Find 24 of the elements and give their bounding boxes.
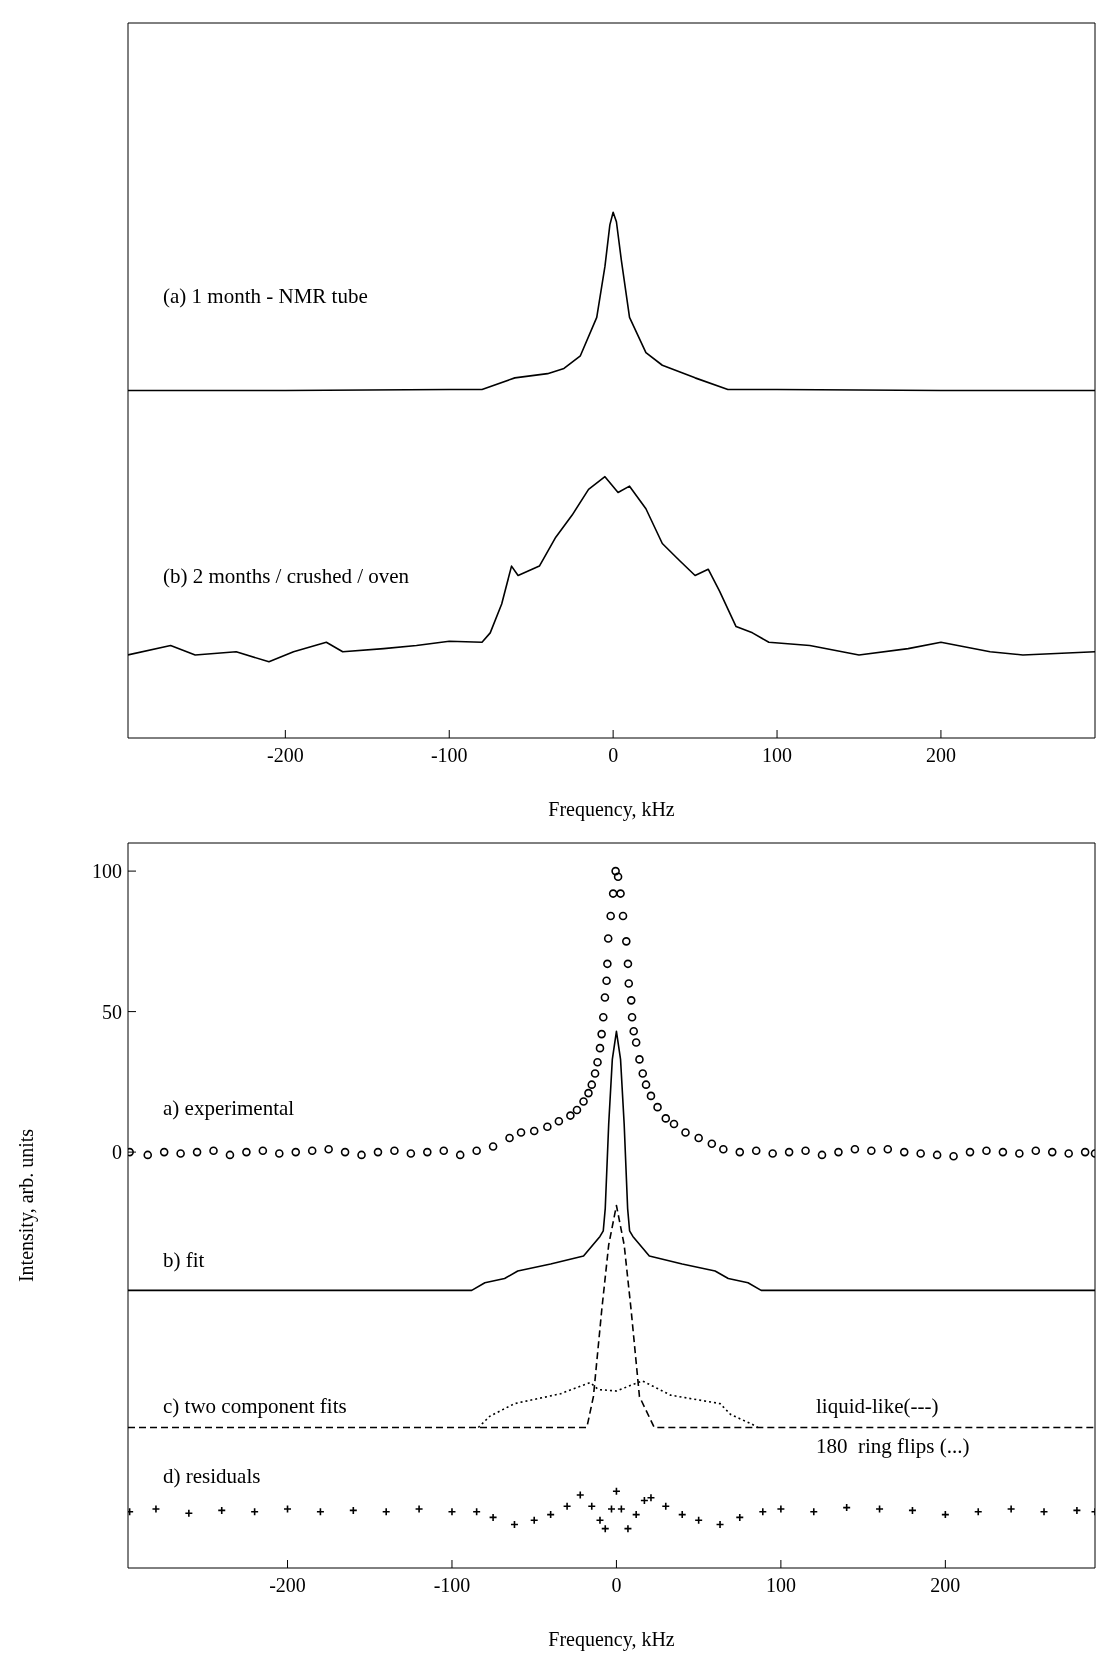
x-tick-label: 200	[925, 744, 956, 767]
y-axis-title: Intensity, arb. units	[15, 1128, 39, 1283]
annotation: (b) 2 months / crushed / oven	[163, 564, 410, 588]
annotation: a) experimental	[163, 1096, 295, 1120]
annotation: (a) 1 month - NMR tube	[163, 284, 368, 308]
y-tick-label: 0	[112, 1141, 122, 1164]
x-axis-title: Frequency, kHz	[548, 798, 675, 821]
annotation: liquid-like(---)	[816, 1394, 939, 1418]
x-tick-label: 100	[762, 744, 793, 767]
x-tick-label: -200	[267, 744, 304, 767]
x-axis-title: Frequency, kHz	[548, 1628, 675, 1651]
y-tick-label: 100	[92, 860, 122, 883]
x-tick-label: 200	[930, 1574, 961, 1597]
x-tick-label: 0	[611, 1574, 622, 1597]
x-tick-label: 0	[608, 744, 619, 767]
annotation: b) fit	[163, 1248, 205, 1272]
y-tick-label: 50	[102, 1000, 122, 1023]
annotation: c) two component fits	[163, 1394, 347, 1418]
annotation: 180 ring flips (...)	[816, 1434, 970, 1458]
x-tick-label: -200	[269, 1574, 306, 1597]
x-tick-label: -100	[430, 744, 468, 767]
x-tick-label: 100	[765, 1574, 796, 1597]
annotation: d) residuals	[163, 1464, 261, 1488]
x-tick-label: -100	[433, 1574, 471, 1597]
